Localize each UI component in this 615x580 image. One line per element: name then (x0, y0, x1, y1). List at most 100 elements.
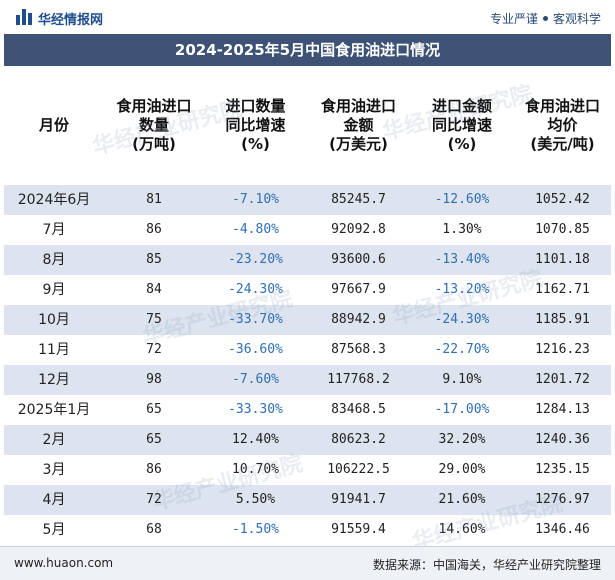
cell-avg-price: 1276.97 (535, 492, 590, 507)
cell-volume-yoy: 12.40% (232, 432, 279, 447)
slogan: 专业严谨 客观科学 (490, 10, 601, 27)
cell-avg-price: 1070.85 (535, 222, 590, 237)
slogan-right: 客观科学 (552, 12, 601, 26)
cell-value-yoy: 14.60% (438, 522, 486, 537)
table-row: 2024年6月 81 -7.10% 85245.7 -12.60% 1052.42 (4, 185, 611, 215)
column-header-line: 同比增速 (225, 115, 286, 134)
brand-name: 华经情报网 (38, 13, 104, 28)
cell-import-volume: 65 (146, 402, 162, 417)
footer: www.huaon.com 数据来源：中国海关，华经产业研究院整理 (0, 546, 615, 580)
table-row: 8月 85 -23.20% 93600.6 -13.40% 1101.18 (4, 245, 611, 275)
data-source: 数据来源：中国海关，华经产业研究院整理 (372, 558, 601, 572)
dot-icon (542, 16, 548, 21)
cell-import-value: 91559.4 (331, 522, 386, 537)
column-header-line: 进口数量 (225, 96, 286, 115)
table-row: 7月 86 -4.80% 92092.8 1.30% 1070.85 (4, 215, 611, 245)
column-header-line: 食用油进口 (524, 96, 600, 115)
table-row: 11月 72 -36.60% 87568.3 -22.70% 1216.23 (4, 335, 611, 365)
cell-import-value: 87568.3 (331, 342, 386, 357)
top-bar: 华经情报网 专业严谨 客观科学 (0, 0, 615, 34)
cell-value-yoy: 32.20% (438, 432, 486, 447)
cell-volume-yoy: -23.20% (228, 252, 283, 267)
brand-logo-icon (16, 9, 32, 25)
cell-volume-yoy: -33.30% (228, 402, 283, 417)
cell-import-volume: 72 (146, 342, 162, 357)
column-header-line: (%) (447, 134, 477, 153)
cell-import-value: 97667.9 (331, 282, 386, 297)
cell-month: 2024年6月 (17, 192, 91, 208)
cell-avg-price: 1185.91 (535, 312, 590, 327)
cell-month: 9月 (42, 282, 66, 298)
column-header-line: 月份 (38, 115, 69, 134)
cell-avg-price: 1162.71 (535, 282, 590, 297)
table-body: 2024年6月 81 -7.10% 85245.7 -12.60% 1052.42 7月 86… (4, 185, 611, 545)
cell-import-volume: 85 (146, 252, 162, 267)
column-header-line: 进口金额 (431, 96, 492, 115)
cell-volume-yoy: -7.60% (232, 372, 279, 387)
cell-volume-yoy: -33.70% (228, 312, 283, 327)
cell-month: 3月 (42, 462, 66, 478)
cell-import-volume: 81 (146, 192, 162, 207)
cell-value-yoy: -13.20% (434, 282, 490, 297)
cell-avg-price: 1052.42 (535, 192, 590, 207)
cell-import-value: 91941.7 (331, 492, 386, 507)
cell-month: 12月 (38, 372, 70, 388)
cell-import-value: 85245.7 (331, 192, 386, 207)
cell-value-yoy: -24.30% (434, 312, 490, 327)
table-header: 月份 食用油进口 数量 (万吨) 进口数量 同比增速 (%) 食用油进口 金额 (万美元) 进口金额… (4, 66, 611, 184)
column-header-line: 同比增速 (431, 115, 492, 134)
cell-month: 8月 (42, 252, 66, 268)
cell-avg-price: 1240.36 (535, 432, 590, 447)
cell-import-value: 88942.9 (331, 312, 386, 327)
cell-import-volume: 68 (146, 522, 162, 537)
column-header-avg-price: 食用油进口 均价 (美元/吨) (514, 66, 611, 184)
cell-import-volume: 84 (146, 282, 162, 297)
column-header-line: (万美元) (329, 134, 388, 153)
column-header-import-volume: 食用油进口 数量 (万吨) (104, 66, 204, 184)
cell-value-yoy: 21.60% (438, 492, 486, 507)
table-title: 2024-2025年5月中国食用油进口情况 (4, 34, 611, 66)
cell-import-volume: 72 (146, 492, 162, 507)
cell-value-yoy: -17.00% (434, 402, 490, 417)
cell-month: 10月 (38, 312, 70, 328)
cell-import-volume: 65 (146, 432, 162, 447)
cell-month: 7月 (42, 222, 66, 238)
column-header-line: (万吨) (132, 134, 176, 153)
cell-import-value: 80623.2 (331, 432, 386, 447)
cell-import-value: 83468.5 (331, 402, 386, 417)
cell-import-volume: 86 (146, 462, 162, 477)
cell-volume-yoy: -7.10% (232, 192, 279, 207)
cell-avg-price: 1346.46 (535, 522, 590, 537)
cell-import-volume: 75 (146, 312, 162, 327)
column-header-month: 月份 (4, 66, 104, 184)
cell-avg-price: 1101.18 (535, 252, 590, 267)
cell-month: 5月 (42, 522, 66, 538)
column-header-line: (%) (241, 134, 270, 153)
table-row: 10月 75 -33.70% 88942.9 -24.30% 1185.91 (4, 305, 611, 335)
cell-volume-yoy: -1.50% (232, 522, 279, 537)
table-row: 5月 68 -1.50% 91559.4 14.60% 1346.46 (4, 515, 611, 545)
cell-avg-price: 1201.72 (535, 372, 590, 387)
cell-month: 2025年1月 (17, 402, 91, 418)
table-row: 2025年1月 65 -33.30% 83468.5 -17.00% 1284.13 (4, 395, 611, 425)
column-header-line: 数量 (138, 115, 169, 134)
cell-import-value: 92092.8 (331, 222, 386, 237)
slogan-left: 专业严谨 (489, 12, 538, 26)
cell-import-value: 93600.6 (331, 252, 386, 267)
site-link[interactable]: www.huaon.com (14, 556, 114, 570)
cell-import-volume: 86 (146, 222, 162, 237)
column-header-line: 均价 (547, 115, 578, 134)
cell-volume-yoy: 5.50% (235, 492, 276, 507)
table-row: 9月 84 -24.30% 97667.9 -13.20% 1162.71 (4, 275, 611, 305)
cell-volume-yoy: -4.80% (232, 222, 279, 237)
cell-value-yoy: -13.40% (434, 252, 490, 267)
cell-value-yoy: 9.10% (442, 372, 482, 387)
cell-value-yoy: 1.30% (442, 222, 482, 237)
cell-avg-price: 1284.13 (535, 402, 590, 417)
table-row: 3月 86 10.70% 106222.5 29.00% 1235.15 (4, 455, 611, 485)
column-header-import-value: 食用油进口 金额 (万美元) (307, 66, 410, 184)
cell-volume-yoy: -24.30% (228, 282, 283, 297)
column-header-line: 食用油进口 (320, 96, 396, 115)
table-row: 2月 65 12.40% 80623.2 32.20% 1240.36 (4, 425, 611, 455)
table-row: 12月 98 -7.60% 117768.2 9.10% 1201.72 (4, 365, 611, 395)
